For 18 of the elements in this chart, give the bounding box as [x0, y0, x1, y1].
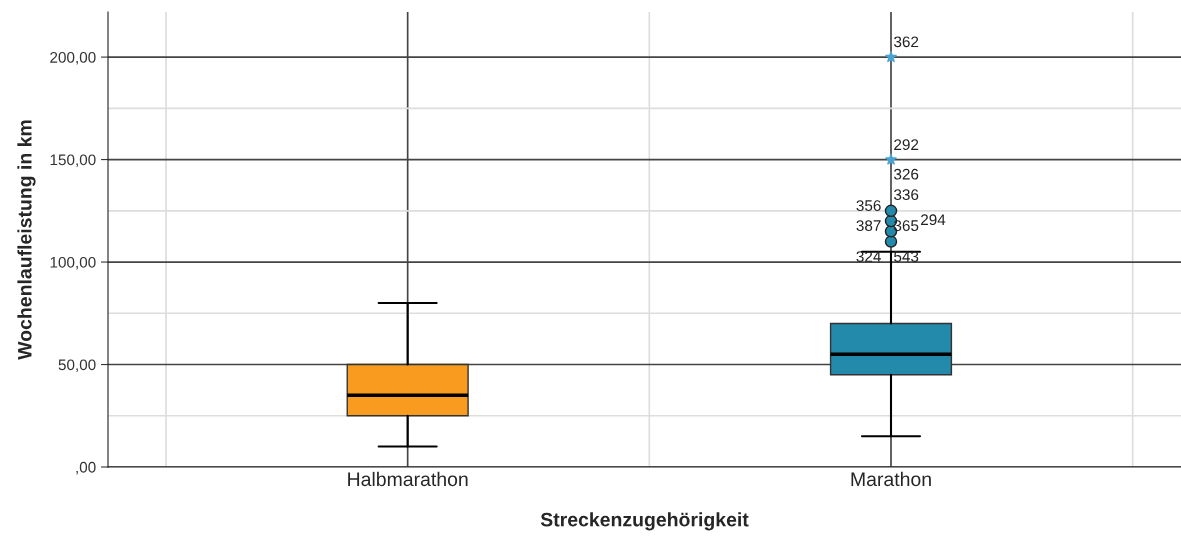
annotation: 294 — [921, 214, 946, 226]
x-tick-label: Halbmarathon — [348, 471, 468, 487]
y-tick-label: ,00 — [76, 461, 96, 475]
y-tick-label: 150,00 — [50, 154, 96, 168]
annotation: 387 — [856, 220, 881, 232]
y-tick-label: 100,00 — [50, 256, 96, 270]
annotation: 292 — [894, 139, 919, 151]
annotation: 326 — [894, 168, 919, 180]
annotation: 336 — [894, 189, 919, 201]
annotation: 324 — [856, 251, 881, 262]
y-axis-title: Wochenlaufleistung in km — [17, 120, 36, 360]
annotation: 356 — [856, 200, 881, 211]
annotation: 362 — [894, 36, 919, 48]
y-tick-label: 200,00 — [50, 51, 96, 65]
x-axis-title: Streckenzugehörigkeit — [540, 512, 749, 531]
x-tick-label: Marathon — [851, 471, 931, 487]
annotation: 543 — [894, 251, 919, 262]
y-tick-label: 50,00 — [58, 359, 96, 373]
